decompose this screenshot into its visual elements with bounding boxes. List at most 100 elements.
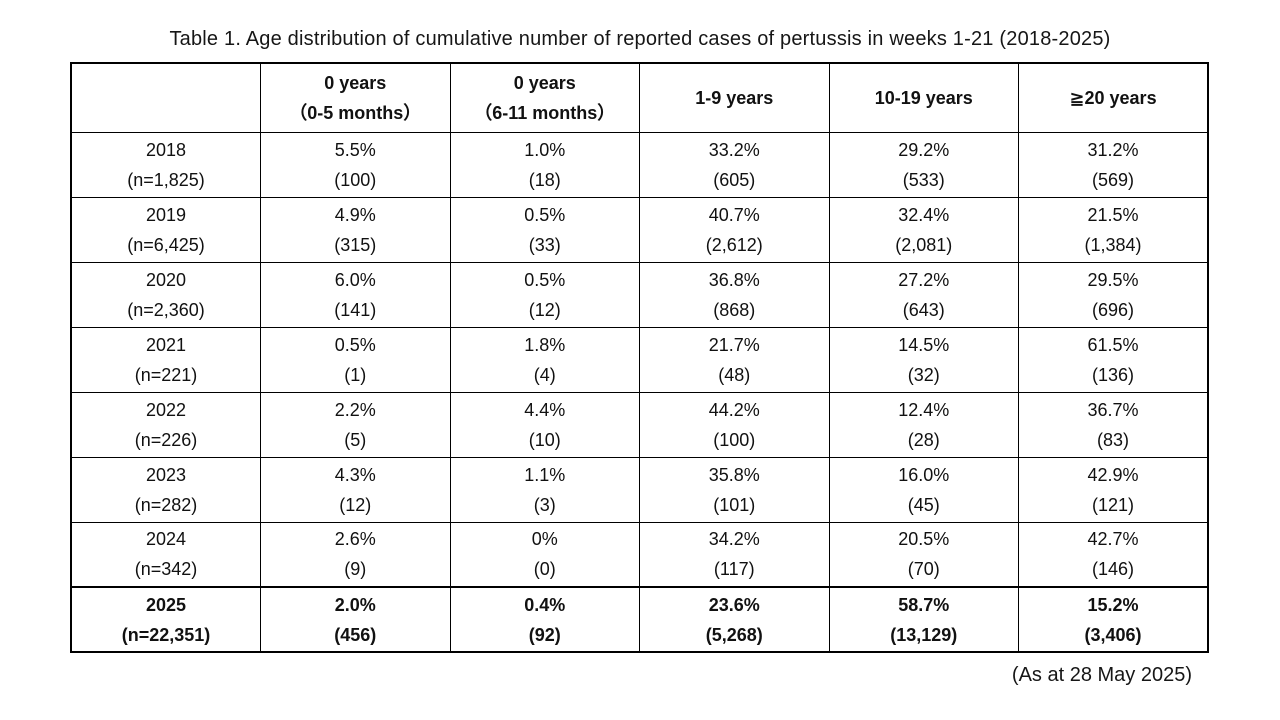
percent-value: 0.5% (524, 204, 566, 225)
percent-value: 4.4% (524, 399, 566, 420)
cell-6-11-months: 0.4% (92) (449, 586, 640, 653)
cell-10-19-years: 20.5% (70) (828, 521, 1019, 588)
table-row: 2024 (n=342) 2.6% (9) 0% (0) 34.2% (117) (70, 521, 1209, 588)
cell-1-9-years: 35.8% (101) (639, 456, 830, 523)
cell-6-11-months: 0.5% (33) (449, 196, 640, 263)
count-value: (9) (344, 559, 367, 580)
header-row: 0 years （0-5 months） 0 years （6-11 month… (70, 62, 1209, 133)
table-row: 2022 (n=226) 2.2% (5) 4.4% (10) 44.2% (1… (70, 391, 1209, 458)
year-cell: 2020 (n=2,360) (70, 261, 261, 328)
percent-value: 23.6% (708, 594, 760, 615)
cell-10-19-years: 16.0% (45) (828, 456, 1019, 523)
cell-6-11-months: 1.0% (18) (449, 131, 640, 198)
percent-value: 36.7% (1087, 399, 1139, 420)
header-line1: 1-9 years (695, 87, 774, 108)
percent-value: 6.0% (334, 269, 376, 290)
count-value: (12) (528, 299, 561, 320)
table-row: 2019 (n=6,425) 4.9% (315) 0.5% (33) 40.7… (70, 196, 1209, 263)
n-total-label: (n=221) (134, 364, 198, 385)
cell-10-19-years: 12.4% (28) (828, 391, 1019, 458)
percent-value: 36.8% (708, 269, 760, 290)
percent-value: 35.8% (708, 464, 760, 485)
count-value: (28) (907, 429, 940, 450)
cell-20-plus-years: 42.9% (121) (1018, 456, 1209, 523)
year-cell: 2019 (n=6,425) (70, 196, 261, 263)
count-value: (1) (344, 364, 367, 385)
cell-10-19-years: 14.5% (32) (828, 326, 1019, 393)
cell-10-19-years: 58.7% (13,129) (828, 586, 1019, 653)
cell-1-9-years: 23.6% (5,268) (639, 586, 830, 653)
year-label: 2018 (145, 139, 187, 160)
table-row: 2020 (n=2,360) 6.0% (141) 0.5% (12) 36.8… (70, 261, 1209, 328)
percent-value: 61.5% (1087, 334, 1139, 355)
n-total-label: (n=22,351) (121, 624, 211, 645)
count-value: (2,081) (895, 234, 953, 255)
count-value: (3) (533, 494, 556, 515)
cell-6-11-months: 4.4% (10) (449, 391, 640, 458)
count-value: (100) (334, 169, 377, 190)
cell-0-5-months: 0.5% (1) (260, 326, 451, 393)
cell-1-9-years: 40.7% (2,612) (639, 196, 830, 263)
header-line2: （0-5 months） (289, 102, 422, 123)
percent-value: 0.5% (334, 334, 376, 355)
count-value: (4) (533, 364, 556, 385)
cell-0-5-months: 6.0% (141) (260, 261, 451, 328)
cell-0-5-months: 4.3% (12) (260, 456, 451, 523)
header-empty (70, 62, 261, 133)
count-value: (696) (1091, 299, 1135, 320)
percent-value: 29.5% (1087, 269, 1139, 290)
count-value: (3,406) (1084, 624, 1142, 645)
count-value: (45) (907, 494, 940, 515)
count-value: (5,268) (705, 624, 763, 645)
count-value: (18) (528, 169, 561, 190)
percent-value: 14.5% (898, 334, 950, 355)
header-line1: 10-19 years (874, 87, 973, 108)
count-value: (605) (713, 169, 756, 190)
year-cell: 2018 (n=1,825) (70, 131, 261, 198)
percent-value: 31.2% (1087, 139, 1139, 160)
count-value: (32) (907, 364, 940, 385)
percent-value: 34.2% (708, 529, 760, 550)
header-line1: ≧20 years (1069, 87, 1157, 108)
as-at-date-note: (As at 28 May 2025) (1011, 664, 1192, 686)
count-value: (10) (528, 429, 561, 450)
n-total-label: (n=226) (134, 429, 198, 450)
cell-20-plus-years: 29.5% (696) (1018, 261, 1209, 328)
percent-value: 4.3% (334, 464, 376, 485)
cell-6-11-months: 0.5% (12) (449, 261, 640, 328)
n-total-label: (n=282) (134, 494, 198, 515)
count-value: (643) (902, 299, 945, 320)
percent-value: 2.0% (334, 594, 376, 615)
percent-value: 20.5% (898, 529, 950, 550)
cell-20-plus-years: 21.5% (1,384) (1018, 196, 1209, 263)
header-line1: 0 years (324, 72, 387, 93)
cell-1-9-years: 21.7% (48) (639, 326, 830, 393)
percent-value: 1.8% (524, 334, 566, 355)
percent-value: 16.0% (898, 464, 950, 485)
count-value: (1,384) (1084, 234, 1142, 255)
year-label: 2021 (145, 334, 187, 355)
header-line2: （6-11 months） (474, 102, 616, 123)
percent-value: 29.2% (898, 139, 950, 160)
year-cell: 2021 (n=221) (70, 326, 261, 393)
cell-0-5-months: 4.9% (315) (260, 196, 451, 263)
percent-value: 40.7% (708, 204, 760, 225)
cell-10-19-years: 32.4% (2,081) (828, 196, 1019, 263)
year-label: 2025 (145, 594, 187, 615)
cell-20-plus-years: 61.5% (136) (1018, 326, 1209, 393)
cell-1-9-years: 33.2% (605) (639, 131, 830, 198)
year-label: 2020 (145, 269, 187, 290)
cell-0-5-months: 2.6% (9) (260, 521, 451, 588)
count-value: (100) (713, 429, 756, 450)
year-label: 2019 (145, 204, 187, 225)
count-value: (12) (339, 494, 372, 515)
table-title: Table 1. Age distribution of cumulative … (169, 28, 1111, 50)
count-value: (70) (907, 559, 940, 580)
cell-20-plus-years: 42.7% (146) (1018, 521, 1209, 588)
year-label: 2022 (145, 399, 187, 420)
percent-value: 21.5% (1087, 204, 1139, 225)
table-body: 2018 (n=1,825) 5.5% (100) 1.0% (18) 33.2… (70, 131, 1209, 653)
cell-1-9-years: 34.2% (117) (639, 521, 830, 588)
header-20-plus-years: ≧20 years (1018, 62, 1209, 133)
